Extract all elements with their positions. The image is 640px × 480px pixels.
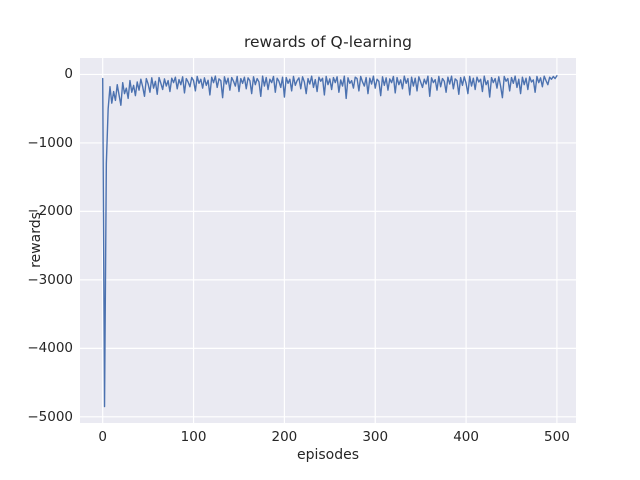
y-tick-label: 0 [64, 66, 73, 83]
x-tick-label: 100 [180, 429, 207, 445]
y-tick-label: −4000 [27, 340, 73, 357]
x-axis-label: episodes [296, 447, 360, 463]
y-tick-label: −3000 [27, 271, 73, 288]
x-tick-label: 500 [544, 429, 570, 445]
x-tick-label: 300 [362, 429, 389, 445]
plot-area [80, 58, 576, 423]
y-axis-label: rewards [27, 212, 44, 268]
y-tick-label: −2000 [27, 203, 73, 220]
y-tick-label: −5000 [27, 408, 73, 425]
x-tick-label: 0 [98, 429, 107, 445]
x-tick-label: 400 [453, 429, 479, 445]
y-tick-label: −1000 [27, 134, 73, 151]
rewards-line-series [102, 75, 558, 408]
x-tick-label: 200 [271, 429, 298, 445]
chart-title: rewards of Q-learning [243, 33, 412, 51]
